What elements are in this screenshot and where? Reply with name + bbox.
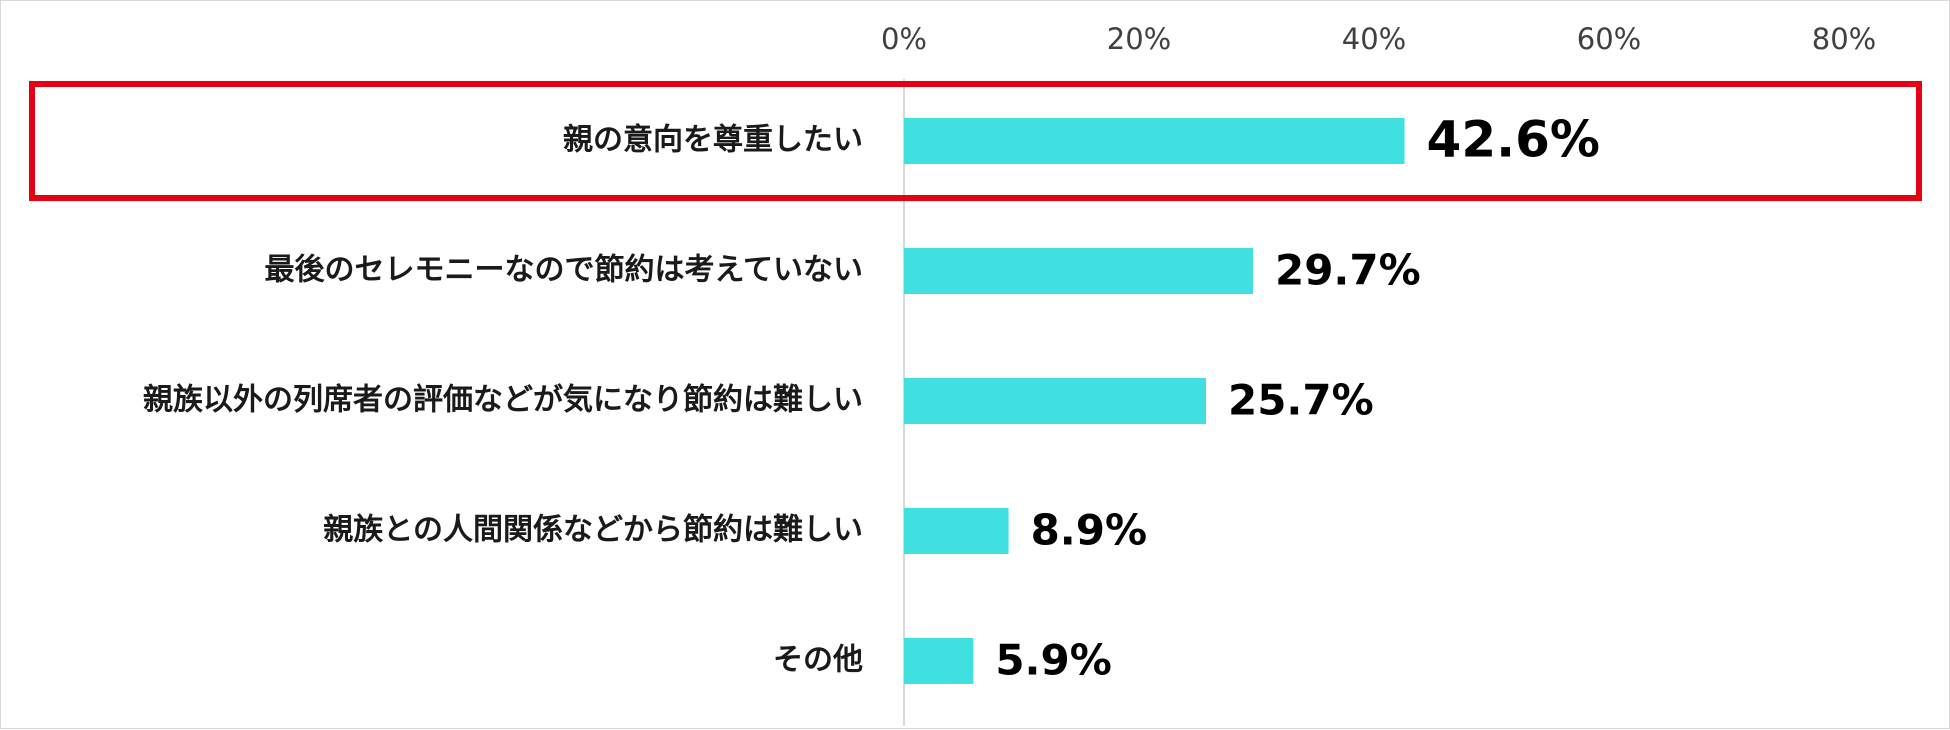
- bar: [904, 378, 1206, 424]
- data-label: 5.9%: [995, 636, 1111, 685]
- x-tick-label: 0%: [881, 22, 927, 56]
- bar: [904, 118, 1405, 164]
- category-label: その他: [773, 643, 863, 678]
- category-label: 親族以外の列席者の評価などが気になり節約は難しい: [143, 383, 863, 418]
- x-tick-label: 20%: [1107, 22, 1171, 56]
- bar: [904, 638, 974, 684]
- bar: [904, 508, 1009, 554]
- highlight-box: [29, 81, 1922, 201]
- data-label: 42.6%: [1427, 111, 1600, 169]
- data-label: 25.7%: [1228, 376, 1374, 425]
- x-tick-label: 60%: [1577, 22, 1641, 56]
- data-label: 8.9%: [1031, 506, 1147, 555]
- category-label: 最後のセレモニーなので節約は考えていない: [265, 253, 864, 288]
- bar: [904, 248, 1253, 294]
- category-label: 親の意向を尊重したい: [563, 123, 863, 158]
- x-tick-label: 40%: [1342, 22, 1406, 56]
- category-label: 親族との人間関係などから節約は難しい: [323, 513, 863, 548]
- data-label: 29.7%: [1275, 246, 1421, 295]
- x-tick-label: 80%: [1812, 22, 1876, 56]
